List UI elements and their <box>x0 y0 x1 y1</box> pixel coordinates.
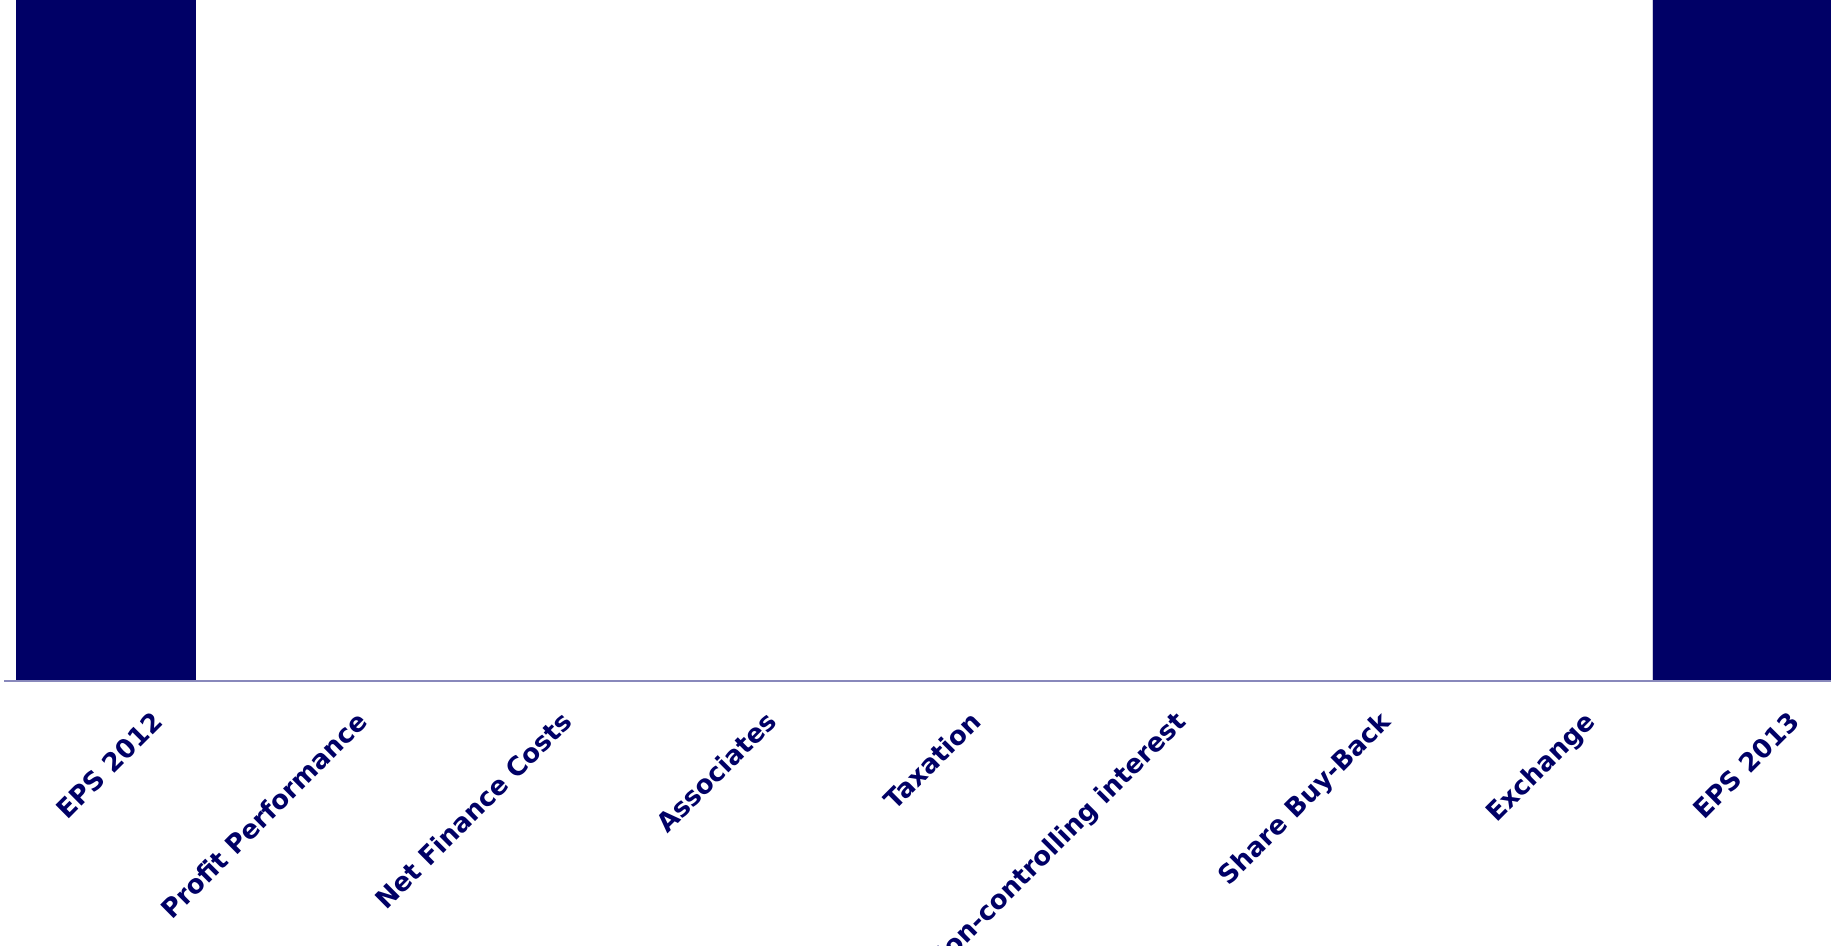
category-label-associates: Associates <box>651 707 783 839</box>
category-label-share-buy-back: Share Buy-Back <box>1212 706 1397 891</box>
category-label-eps-2013: EPS 2013 <box>1688 707 1806 825</box>
category-label-exchange: Exchange <box>1480 707 1601 828</box>
bar-eps-2012 <box>16 0 196 681</box>
bars-group <box>16 0 1831 681</box>
category-label-profit-performance: Profit Performance <box>156 707 374 925</box>
category-label-eps-2012: EPS 2012 <box>51 707 169 825</box>
category-label-net-finance-costs: Net Finance Costs <box>370 707 578 915</box>
bar-eps-2013 <box>1652 0 1831 680</box>
category-label-taxation: Taxation <box>878 707 987 816</box>
